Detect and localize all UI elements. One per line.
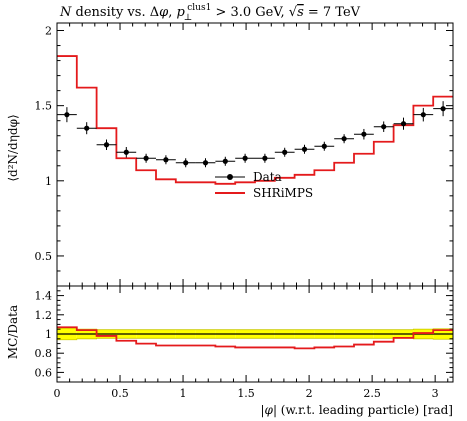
data-point xyxy=(222,158,228,164)
title-phi: φ xyxy=(159,5,169,20)
data-point xyxy=(301,146,308,152)
title-text-3: > 3.0 GeV, xyxy=(211,5,288,20)
legend-shrimps-label: SHRiMPS xyxy=(253,186,313,200)
ratio-axis-ticks: 0 0.5 1 1.5 2 2.5 3 0.6 0.8 1 1.2 1.4 xyxy=(35,286,453,400)
x-tick-label: 0.5 xyxy=(111,387,129,400)
data-point xyxy=(242,155,248,161)
y-tick-label: 2 xyxy=(45,25,52,38)
ratio-shrimps-histogram xyxy=(57,326,453,350)
ratio-y-tick-label: 1 xyxy=(45,328,52,341)
title-text-1: density vs. Δ xyxy=(71,5,159,20)
ratio-ylabel: MC/Data xyxy=(6,305,20,359)
x-tick-label: 1.5 xyxy=(237,387,255,400)
data-point xyxy=(262,155,268,161)
data-point xyxy=(123,149,129,155)
ratio-y-tick-label: 0.6 xyxy=(35,366,53,379)
x-axis-label: |φ| (w.r.t. leading particle) [rad] xyxy=(260,403,453,417)
legend-data-label: Data xyxy=(253,170,282,184)
x-tick-label: 2.5 xyxy=(363,387,381,400)
data-point xyxy=(361,131,367,137)
data-point xyxy=(202,160,209,166)
ratio-frame xyxy=(56,285,454,383)
data-point xyxy=(400,121,407,127)
data-point xyxy=(381,124,387,130)
x-tick-label: 2 xyxy=(306,387,313,400)
y-tick-label: 0.5 xyxy=(35,250,53,263)
chart-title: N density vs. Δφ, p⊥clus1 > 3.0 GeV, √s … xyxy=(59,3,361,23)
main-series xyxy=(57,55,453,185)
ratio-panel: 0 0.5 1 1.5 2 2.5 3 0.6 0.8 1 1.2 1.4 MC/Data xyxy=(6,285,454,400)
data-point xyxy=(163,157,169,163)
legend-data-marker xyxy=(227,174,233,180)
xlabel-rest: (w.r.t. leading particle) [rad] xyxy=(277,403,453,417)
ratio-y-tick-label: 0.8 xyxy=(35,347,53,360)
data-point xyxy=(84,125,90,131)
main-axis-ticks: 0.5 1 1.5 2 xyxy=(35,23,453,286)
ratio-y-tick-label: 1.4 xyxy=(35,290,53,303)
title-sqrt: √ xyxy=(289,5,298,20)
title-s: s xyxy=(297,5,304,20)
main-ylabel: ⟨d²N/dηdφ⟩ xyxy=(6,114,20,181)
data-point xyxy=(143,155,149,161)
title-n: N xyxy=(59,5,72,20)
title-text-4: = 7 TeV xyxy=(304,5,361,20)
title-psup: clus1 xyxy=(187,3,211,13)
title-text-2: , xyxy=(168,5,176,20)
title-psub: ⊥ xyxy=(184,13,192,23)
data-point xyxy=(183,160,189,166)
x-tick-label: 3 xyxy=(432,387,439,400)
ratio-y-tick-label: 1.2 xyxy=(35,309,53,322)
y-tick-label: 1.5 xyxy=(35,100,53,113)
xlabel-bar-2: | xyxy=(273,403,277,417)
data-point xyxy=(321,143,327,149)
data-point xyxy=(103,142,110,148)
data-point xyxy=(420,112,426,118)
xlabel-bar-1: | xyxy=(260,403,264,417)
legend: Data SHRiMPS xyxy=(215,170,313,200)
data-point xyxy=(64,112,70,118)
data-point xyxy=(282,149,288,155)
x-tick-label: 0 xyxy=(54,387,61,400)
main-panel: 0.5 1 1.5 2 ⟨d²N/dηdφ⟩ xyxy=(6,22,454,287)
x-tick-label: 1 xyxy=(180,387,187,400)
data-point xyxy=(440,106,446,112)
title-p: p xyxy=(176,5,185,20)
shrimps-histogram xyxy=(57,55,453,185)
data-point xyxy=(341,136,347,142)
y-tick-label: 1 xyxy=(45,175,52,188)
xlabel-phi: φ xyxy=(265,403,274,417)
ratio-band-upper-edge xyxy=(57,327,453,331)
ratio-series xyxy=(57,326,453,350)
